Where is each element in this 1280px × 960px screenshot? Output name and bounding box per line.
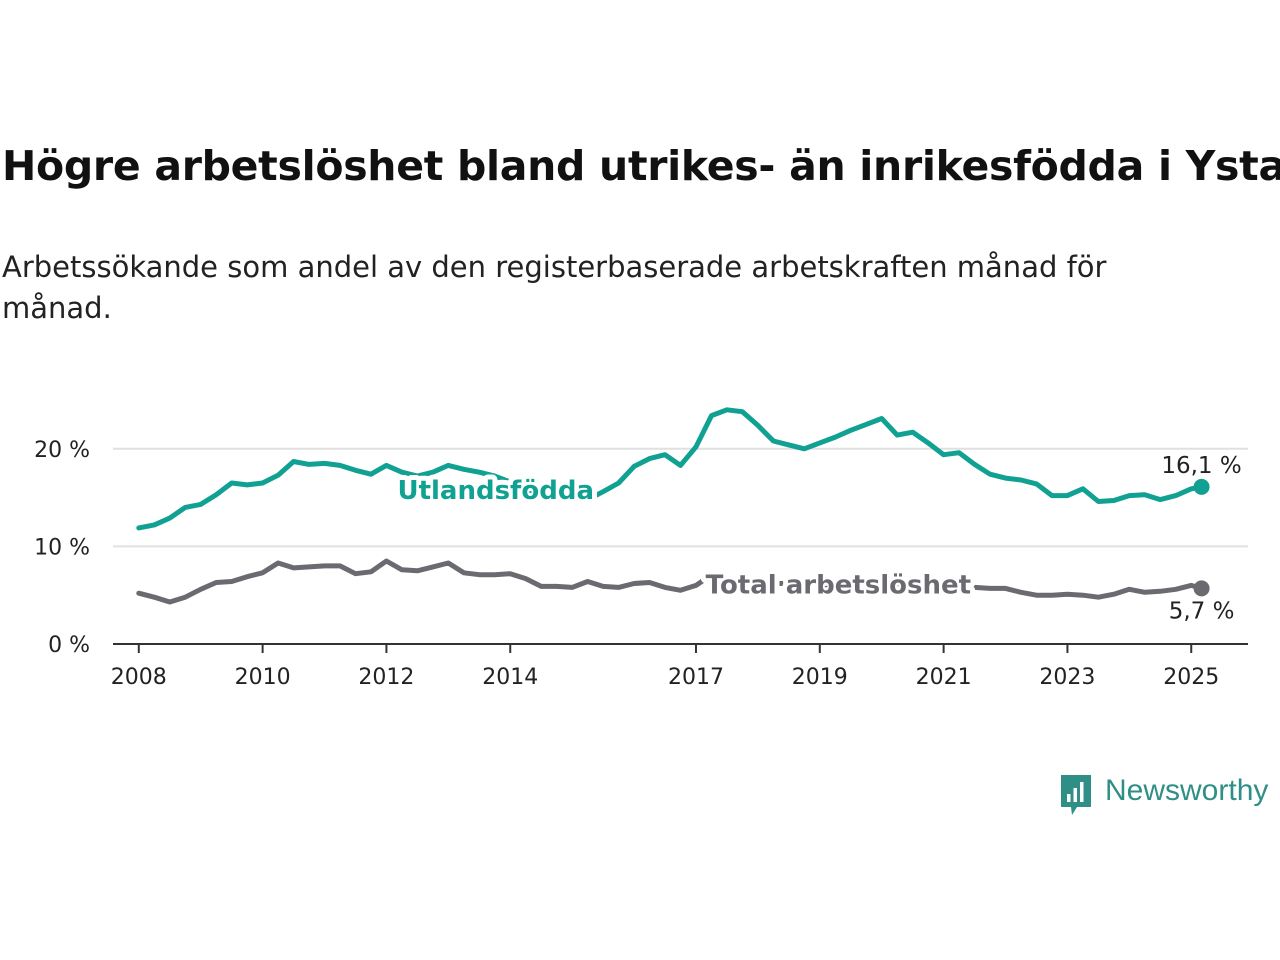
- x-tick-label: 2021: [916, 665, 972, 690]
- x-tick-label: 2010: [235, 665, 291, 690]
- y-tick-label: 0 %: [48, 633, 90, 658]
- x-axis: [113, 643, 1248, 653]
- series-label-halo: Total arbetslöshet: [706, 570, 971, 600]
- x-tick-label: 2019: [792, 665, 848, 690]
- x-tick-label: 2025: [1163, 665, 1219, 690]
- series-label-halo: Utlandsfödda: [397, 476, 594, 506]
- series-lines: [136, 407, 1210, 605]
- y-tick-label: 10 %: [34, 535, 90, 560]
- series-line-total: [136, 558, 1205, 605]
- newsworthy-logo-icon: [1061, 775, 1091, 815]
- chart-title: Högre arbetslöshet bland utrikes- än inr…: [2, 142, 1280, 190]
- series-label: Total arbetslöshet: [706, 570, 971, 600]
- x-tick-label: 2017: [668, 665, 724, 690]
- x-tick-label: 2008: [111, 665, 167, 690]
- end-value-label: 16,1 %: [1161, 453, 1241, 479]
- y-tick-label: 20 %: [34, 438, 90, 463]
- series-end-marker: [1193, 478, 1210, 495]
- series-line-utlandsfodda: [136, 407, 1205, 531]
- end-value-label: 5,7 %: [1169, 598, 1235, 624]
- grid-lines: [113, 447, 1248, 548]
- series-label: Utlandsfödda: [397, 476, 594, 506]
- newsworthy-logo[interactable]: Newsworthy: [1059, 773, 1268, 819]
- x-tick-label: 2012: [358, 665, 414, 690]
- newsworthy-logo-text: Newsworthy: [1105, 774, 1269, 807]
- series-end-marker: [1193, 580, 1210, 597]
- tick-labels: 0 % 10 % 20 % 2008 2010 2012 2014 2017 2019 2021 2…: [34, 438, 1219, 690]
- x-tick-label: 2014: [482, 665, 538, 690]
- chart-subtitle: Arbetssökande som andel av den registerb…: [2, 250, 1107, 325]
- x-tick-label: 2023: [1039, 665, 1095, 690]
